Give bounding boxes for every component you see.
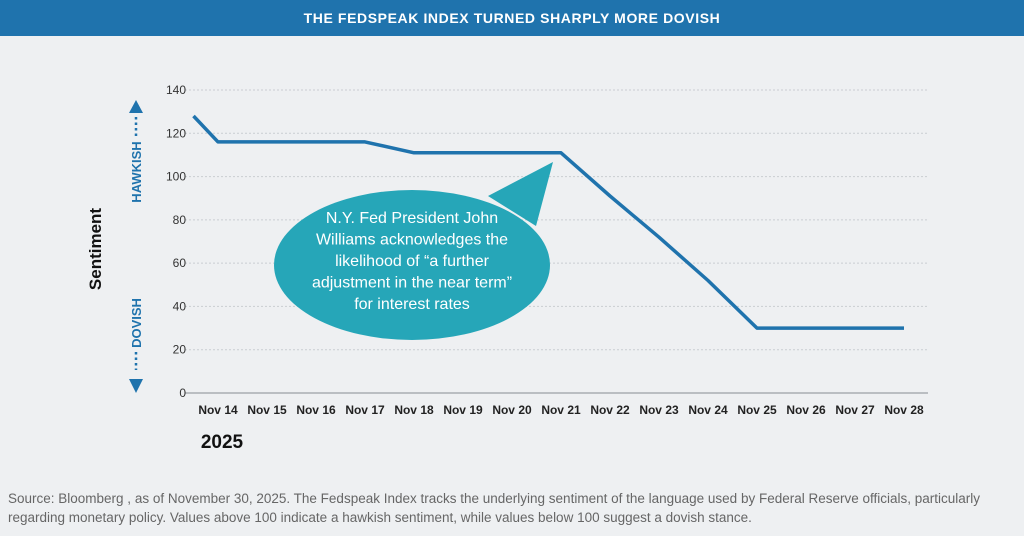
x-tick-label: Nov 26 (786, 403, 826, 417)
callout-bubble (274, 190, 550, 340)
x-tick-label: Nov 18 (394, 403, 434, 417)
y-axis-ticks: 0 20 40 60 80 100 120 140 (166, 83, 186, 400)
callout-line: Williams acknowledges the (316, 232, 508, 249)
x-tick-label: Nov 15 (247, 403, 287, 417)
x-tick-label: Nov 22 (590, 403, 630, 417)
x-tick-label: Nov 23 (639, 403, 679, 417)
y-tick-label: 0 (179, 386, 186, 400)
callout-line: likelihood of “a further (335, 253, 490, 270)
x-tick-label: Nov 16 (296, 403, 336, 417)
x-tick-label: Nov 21 (541, 403, 581, 417)
y-tick-label: 40 (173, 299, 187, 313)
x-axis-label: 2025 (201, 432, 244, 453)
y-axis-label: Sentiment (86, 208, 105, 291)
callout-line: adjustment in the near term” (312, 275, 512, 292)
x-tick-label: Nov 24 (688, 403, 728, 417)
down-arrow-icon (129, 379, 143, 393)
source-note: Source: Bloomberg , as of November 30, 2… (8, 491, 981, 525)
x-tick-label: Nov 25 (737, 403, 777, 417)
y-tick-label: 100 (166, 170, 186, 184)
series-line (192, 114, 904, 330)
callout-line: N.Y. Fed President John (326, 210, 498, 227)
grid-lines (185, 89, 928, 394)
x-axis-ticks: Nov 14 Nov 15 Nov 16 Nov 17 Nov 18 Nov 19 Nov … (198, 403, 924, 453)
annotation-callout: N.Y. Fed President John Williams acknowle… (274, 162, 553, 340)
y-tick-label: 60 (173, 256, 187, 270)
callout-line: for interest rates (354, 296, 470, 313)
y-tick-label: 80 (173, 213, 187, 227)
x-tick-label: Nov 19 (443, 403, 483, 417)
sentiment-axis-guide: Sentiment HAWKISH DOVISH (86, 100, 144, 393)
callout-text: N.Y. Fed President John Williams acknowle… (312, 210, 512, 313)
y-tick-label: 120 (166, 126, 186, 140)
up-arrow-icon (129, 100, 143, 113)
x-tick-label: Nov 17 (345, 403, 385, 417)
x-tick-label: Nov 28 (884, 403, 924, 417)
chart-title: THE FEDSPEAK INDEX TURNED SHARPLY MORE D… (0, 0, 1024, 36)
dovish-label: DOVISH (129, 298, 144, 348)
x-tick-label: Nov 20 (492, 403, 532, 417)
series-layer (192, 114, 904, 330)
y-tick-label: 140 (166, 83, 186, 97)
x-tick-label: Nov 14 (198, 403, 238, 417)
y-tick-label: 20 (173, 343, 187, 357)
hawkish-label: HAWKISH (129, 141, 144, 202)
x-tick-label: Nov 27 (835, 403, 875, 417)
callout-pointer (488, 162, 553, 226)
